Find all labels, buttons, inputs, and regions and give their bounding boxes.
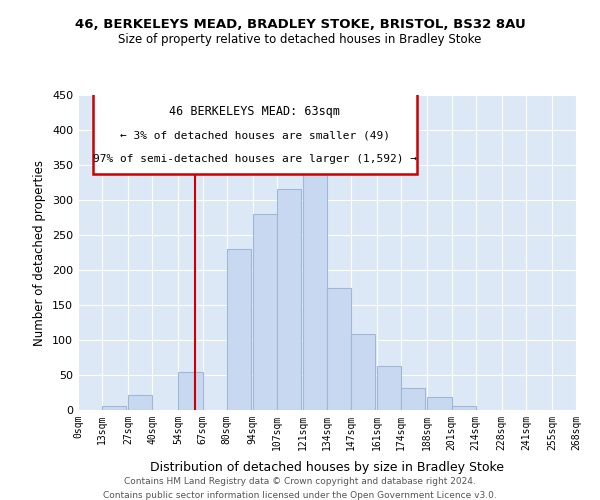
Text: 97% of semi-detached houses are larger (1,592) →: 97% of semi-detached houses are larger (… <box>93 154 417 164</box>
FancyBboxPatch shape <box>93 92 416 174</box>
Y-axis label: Number of detached properties: Number of detached properties <box>34 160 46 346</box>
Text: 46 BERKELEYS MEAD: 63sqm: 46 BERKELEYS MEAD: 63sqm <box>169 105 340 118</box>
Text: Contains public sector information licensed under the Open Government Licence v3: Contains public sector information licen… <box>103 491 497 500</box>
Bar <box>401 388 425 410</box>
X-axis label: Distribution of detached houses by size in Bradley Stoke: Distribution of detached houses by size … <box>150 461 504 474</box>
Bar <box>427 398 452 410</box>
Bar <box>351 334 376 410</box>
Bar <box>327 288 351 410</box>
Bar <box>377 366 401 410</box>
Text: 46, BERKELEYS MEAD, BRADLEY STOKE, BRISTOL, BS32 8AU: 46, BERKELEYS MEAD, BRADLEY STOKE, BRIST… <box>74 18 526 30</box>
Bar <box>452 406 476 410</box>
Bar <box>128 394 152 410</box>
Bar <box>178 372 203 410</box>
Bar <box>303 174 327 410</box>
Bar <box>227 249 251 410</box>
Bar <box>102 406 127 410</box>
Text: ← 3% of detached houses are smaller (49): ← 3% of detached houses are smaller (49) <box>120 131 390 141</box>
Bar <box>277 189 301 410</box>
Text: Size of property relative to detached houses in Bradley Stoke: Size of property relative to detached ho… <box>118 32 482 46</box>
Bar <box>253 214 277 410</box>
Text: Contains HM Land Registry data © Crown copyright and database right 2024.: Contains HM Land Registry data © Crown c… <box>124 478 476 486</box>
